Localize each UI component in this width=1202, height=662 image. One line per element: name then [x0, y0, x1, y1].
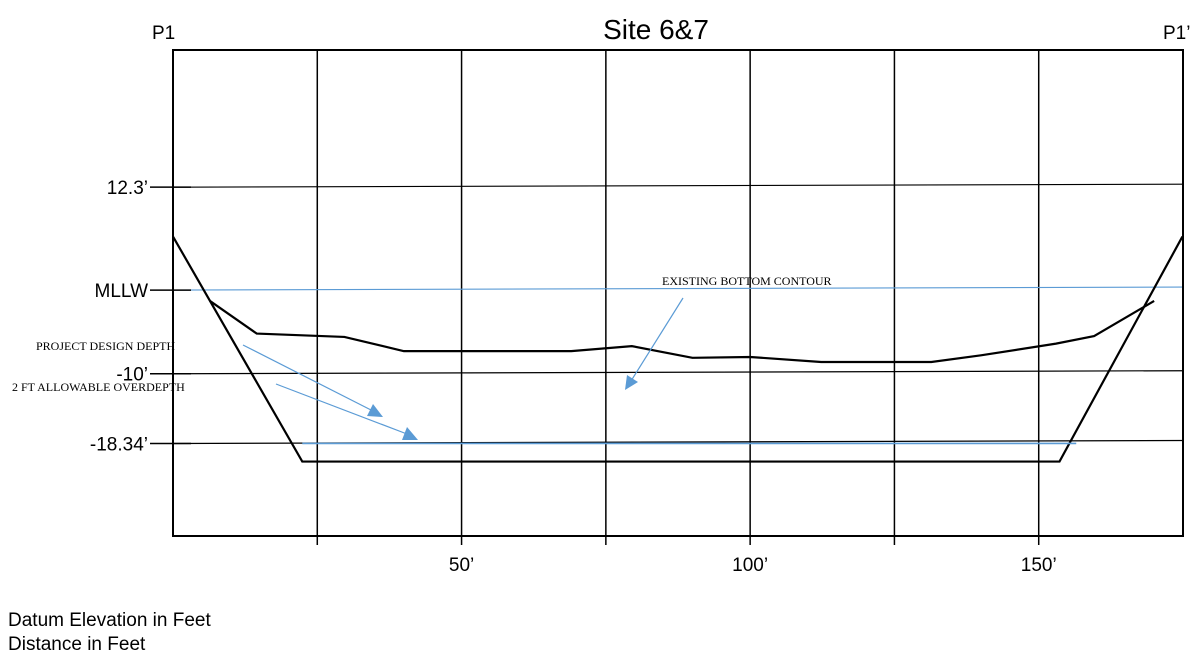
x-tick-label: 150’	[1021, 555, 1057, 576]
y-gridline	[172, 183, 1184, 188]
series	[172, 235, 1184, 463]
x-tick-label: 50’	[449, 555, 474, 576]
grid	[172, 50, 1184, 545]
axes: 12.3’ MLLW -10’ -18.34’ 50’ 100’ 150’	[90, 178, 1057, 576]
y-gridline	[172, 286, 1184, 291]
annotation-overdepth: 2 FT ALLOWABLE OVERDEPTH	[12, 380, 185, 394]
endpoint-label-right: P1’	[1163, 23, 1190, 44]
y-tick-label: -18.34’	[90, 434, 148, 455]
annotations: EXISTING BOTTOM CONTOUR PROJECT DESIGN D…	[12, 274, 832, 440]
annotation-existing-bottom: EXISTING BOTTOM CONTOUR	[662, 274, 832, 288]
arrow-design-depth	[242, 344, 383, 417]
annotation-design-depth: PROJECT DESIGN DEPTH	[36, 339, 175, 353]
series-line-1	[209, 299, 1155, 364]
y-tick-label: 12.3’	[107, 178, 148, 199]
chart-title: Site 6&7	[603, 14, 709, 45]
series-line-2	[172, 235, 1184, 463]
y-gridline	[172, 370, 1184, 375]
plot-frame	[172, 49, 1184, 537]
y-tick-label: -10’	[116, 365, 148, 386]
y-axis-caption: Datum Elevation in Feet	[8, 610, 211, 631]
x-tick-label: 100’	[732, 555, 768, 576]
endpoint-label-left: P1	[152, 23, 175, 44]
y-tick-label: MLLW	[95, 281, 149, 302]
arrow-overdepth	[275, 383, 418, 440]
x-axis-caption: Distance in Feet	[8, 634, 146, 655]
arrow-existing-bottom	[625, 297, 684, 390]
